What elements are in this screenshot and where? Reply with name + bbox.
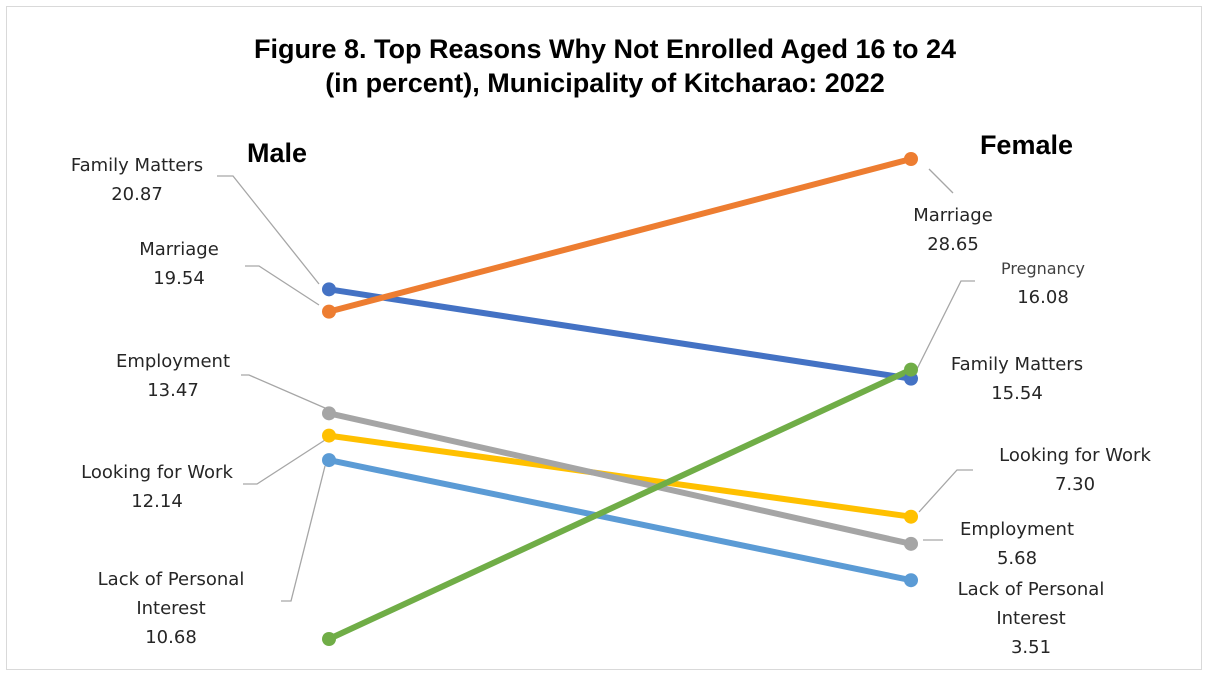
leader-line-employment-male [241,374,326,409]
chart-frame: Figure 8. Top Reasons Why Not Enrolled A… [6,6,1202,670]
data-point-marriage-male [322,304,336,319]
data-label-name-employment-female: Employment [960,519,1074,540]
data-label-name-pregnancy-female: Pregnancy [1001,259,1085,278]
data-label-value-marriage-male: 19.54 [153,268,205,289]
chart-title-line-2: (in percent), Municipality of Kitcharao:… [325,68,885,98]
data-label-value-marriage-female: 28.65 [927,234,979,255]
data-point-looking-for-work-female [904,509,918,524]
data-label-name-family-matters-male: Family Matters [71,155,203,176]
leader-line-looking-for-work-female [918,469,973,513]
series-line-lack-of-personal-interest [326,457,914,584]
series-line-pregnancy [326,366,914,642]
category-label-male: Male [247,138,307,168]
data-label-name-lack-of-personal-interest-female: Interest [996,608,1065,629]
data-point-family-matters-male [322,282,336,297]
data-point-employment-female [904,536,918,551]
data-point-lack-of-personal-interest-female [904,573,918,588]
data-label-value-employment-female: 5.68 [997,548,1037,569]
data-label-name-employment-male: Employment [116,351,230,372]
data-label-name-lack-of-personal-interest-male: Interest [136,598,205,619]
data-label-value-pregnancy-female: 16.08 [1017,287,1069,308]
data-label-value-family-matters-male: 20.87 [111,184,163,205]
leader-lines [217,168,975,602]
data-label-name-looking-for-work-male: Looking for Work [81,462,233,483]
data-label-value-lack-of-personal-interest-male: 10.68 [145,627,197,648]
leader-line-marriage-male [245,265,320,306]
data-point-employment-male [322,406,336,421]
chart-title-line-1: Figure 8. Top Reasons Why Not Enrolled A… [254,34,956,64]
data-labels: Family Matters 20.87 Family Matters 15.54 Ma… [71,155,1152,658]
slope-chart: Figure 8. Top Reasons Why Not Enrolled A… [71,34,1152,658]
series-line-employment [326,410,914,547]
data-label-value-family-matters-female: 15.54 [991,383,1043,404]
data-point-pregnancy-female [904,362,918,377]
leader-line-marriage-female [928,168,954,194]
series-line-family-matters [326,286,914,382]
data-label-value-lack-of-personal-interest-female: 3.51 [1011,637,1051,658]
leader-line-looking-for-work-male [243,439,326,485]
series-line-marriage [326,156,914,315]
data-label-value-looking-for-work-male: 12.14 [131,491,183,512]
data-label-name-marriage-male: Marriage [139,239,219,260]
data-label-name-lack-of-personal-interest-female: Lack of Personal [958,579,1105,600]
data-label-value-looking-for-work-female: 7.30 [1055,474,1095,495]
leader-line-lack-of-personal-interest-male [281,465,326,602]
series-lines [326,156,914,642]
data-label-name-looking-for-work-female: Looking for Work [999,445,1151,466]
leader-line-family-matters-male [217,175,320,285]
data-label-value-employment-male: 13.47 [147,380,199,401]
data-point-looking-for-work-male [322,428,336,443]
data-point-lack-of-personal-interest-male [322,453,336,468]
series-points [322,152,918,646]
data-label-name-family-matters-female: Family Matters [951,354,1083,375]
data-point-marriage-female [904,152,918,166]
leader-line-pregnancy-female [916,280,975,370]
data-label-name-marriage-female: Marriage [913,205,993,226]
data-point-pregnancy-male [322,632,336,646]
data-label-name-lack-of-personal-interest-male: Lack of Personal [98,569,245,590]
category-label-female: Female [980,130,1073,160]
